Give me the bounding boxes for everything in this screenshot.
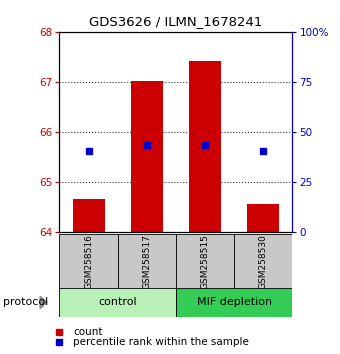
Text: percentile rank within the sample: percentile rank within the sample (73, 337, 249, 347)
Text: GSM258515: GSM258515 (201, 234, 209, 289)
Text: protocol: protocol (3, 297, 49, 307)
Text: GSM258517: GSM258517 (142, 234, 151, 289)
Bar (73, 199, 105, 232)
Bar (189, 61, 221, 232)
Bar (59, 288, 176, 317)
Bar (247, 204, 279, 232)
Bar (131, 81, 163, 232)
Text: count: count (73, 327, 103, 337)
Bar (59, 234, 118, 289)
Text: control: control (98, 297, 137, 307)
Bar (176, 288, 292, 317)
Polygon shape (40, 296, 47, 309)
Text: MIF depletion: MIF depletion (197, 297, 272, 307)
Text: GSM258530: GSM258530 (259, 234, 268, 289)
Bar (234, 234, 292, 289)
Title: GDS3626 / ILMN_1678241: GDS3626 / ILMN_1678241 (89, 15, 262, 28)
Bar (176, 234, 234, 289)
Text: GSM258516: GSM258516 (84, 234, 93, 289)
Bar (118, 234, 176, 289)
